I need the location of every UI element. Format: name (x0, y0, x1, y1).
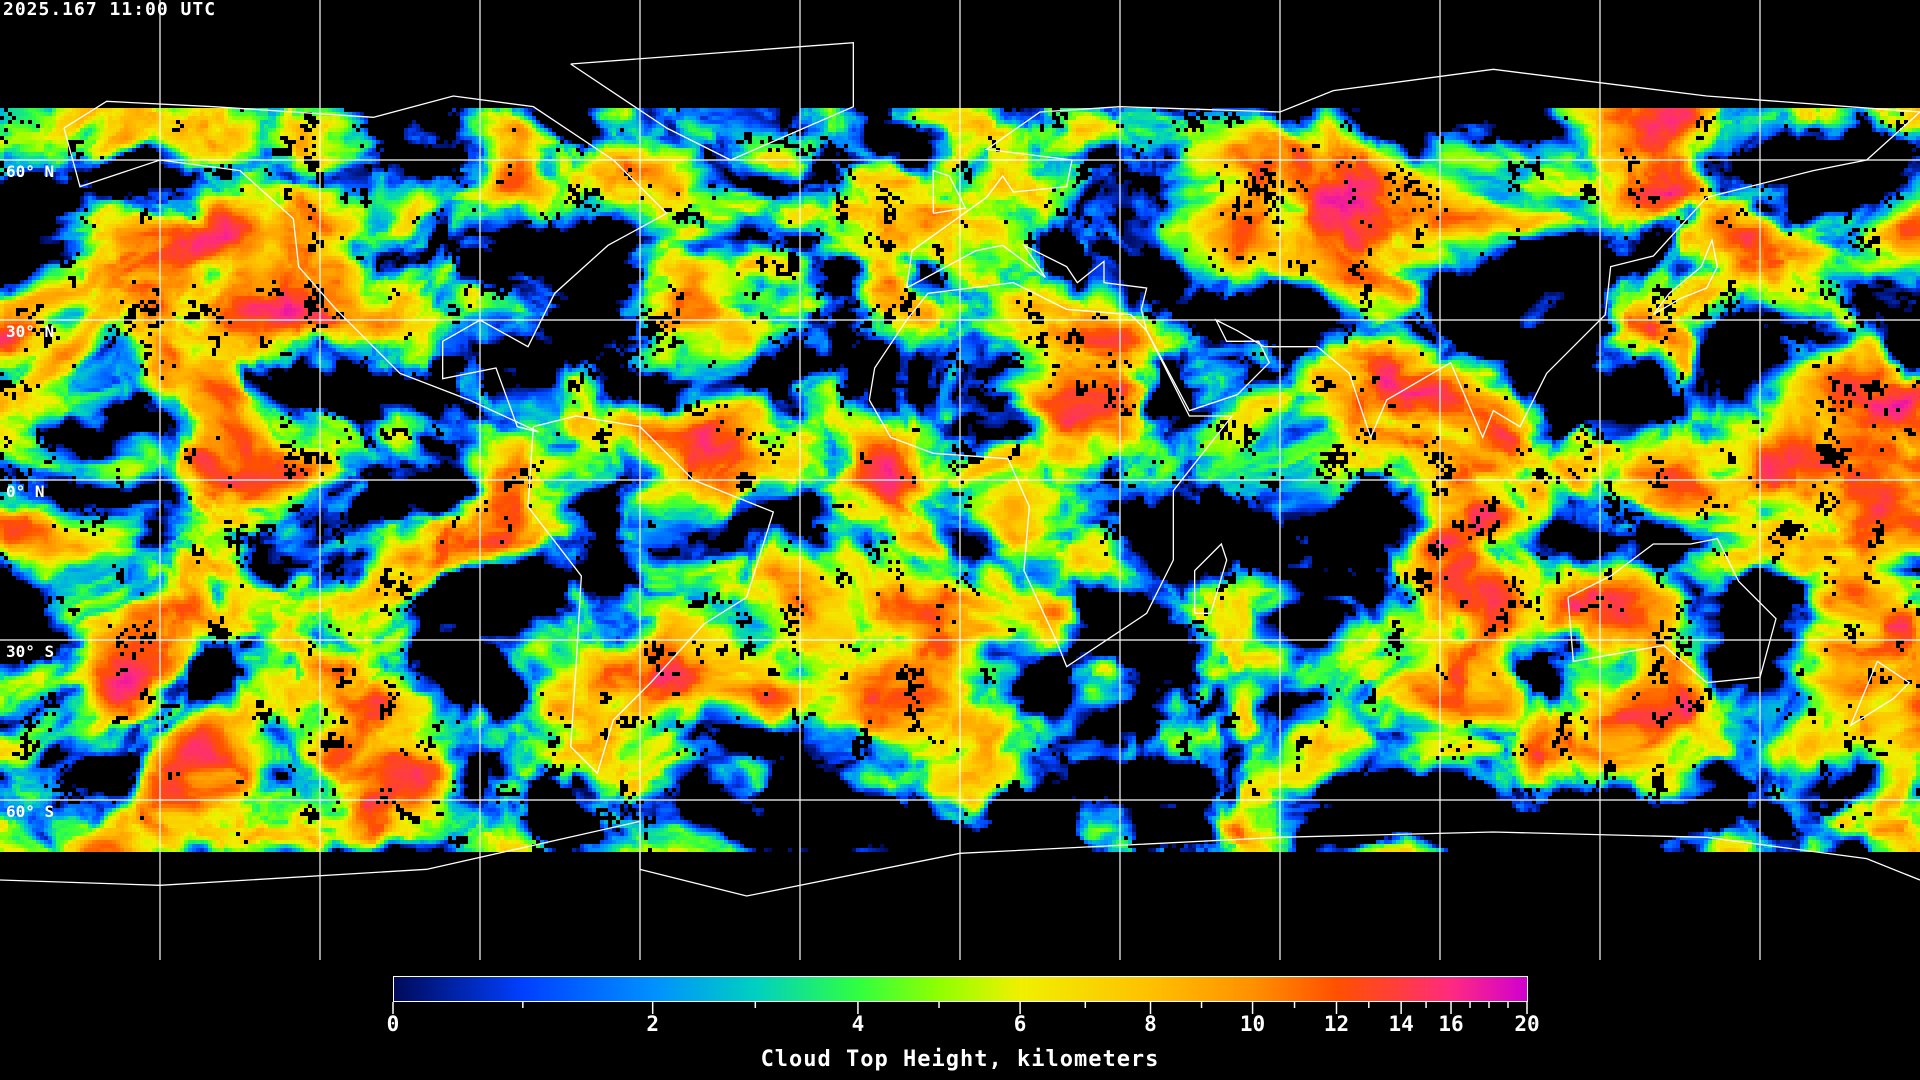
colorbar-label: 6 (1013, 1012, 1027, 1036)
colorbar (393, 976, 1528, 1002)
lat-label-60n: 60° N (6, 162, 55, 181)
coastline-africa (868, 281, 1234, 668)
colorbar-label: 4 (851, 1012, 865, 1036)
map-overlay (0, 0, 1920, 960)
coastline-australia (1567, 537, 1777, 684)
coastline-greenland (570, 41, 854, 161)
cloud-top-height-map: 2025.167 11:00 UTC 60° N 30° N 0° N 30° … (0, 0, 1920, 960)
colorbar-label: 16 (1438, 1012, 1464, 1036)
colorbar-label: 2 (646, 1012, 659, 1036)
coastline-eurasia (906, 68, 1920, 440)
lat-lon-grid (0, 0, 1920, 960)
coastlines (0, 41, 1920, 897)
timestamp: 2025.167 11:00 UTC (3, 0, 217, 20)
colorbar-label: 12 (1323, 1012, 1350, 1036)
coastline-antarctica (0, 820, 1920, 897)
lat-label-60s: 60° S (6, 802, 55, 821)
lat-label-equator: 0° N (6, 482, 45, 501)
colorbar-label: 0 (386, 1012, 400, 1036)
colorbar-label: 14 (1388, 1012, 1414, 1036)
lat-label-30n: 30° N (6, 322, 55, 341)
coastline-madagascar (1194, 542, 1228, 614)
coastline-south-america (527, 415, 775, 775)
coastline-japan (1652, 237, 1719, 316)
coastline-britain (932, 169, 967, 214)
coastline-new-zealand (1849, 660, 1911, 727)
colorbar-label: 8 (1144, 1012, 1157, 1036)
colorbar-title: Cloud Top Height, kilometers (760, 1047, 1160, 1072)
coastline-north-america (63, 95, 668, 433)
lat-label-30s: 30° S (6, 642, 55, 661)
colorbar-label: 10 (1239, 1012, 1266, 1036)
colorbar-label: 20 (1514, 1012, 1540, 1036)
